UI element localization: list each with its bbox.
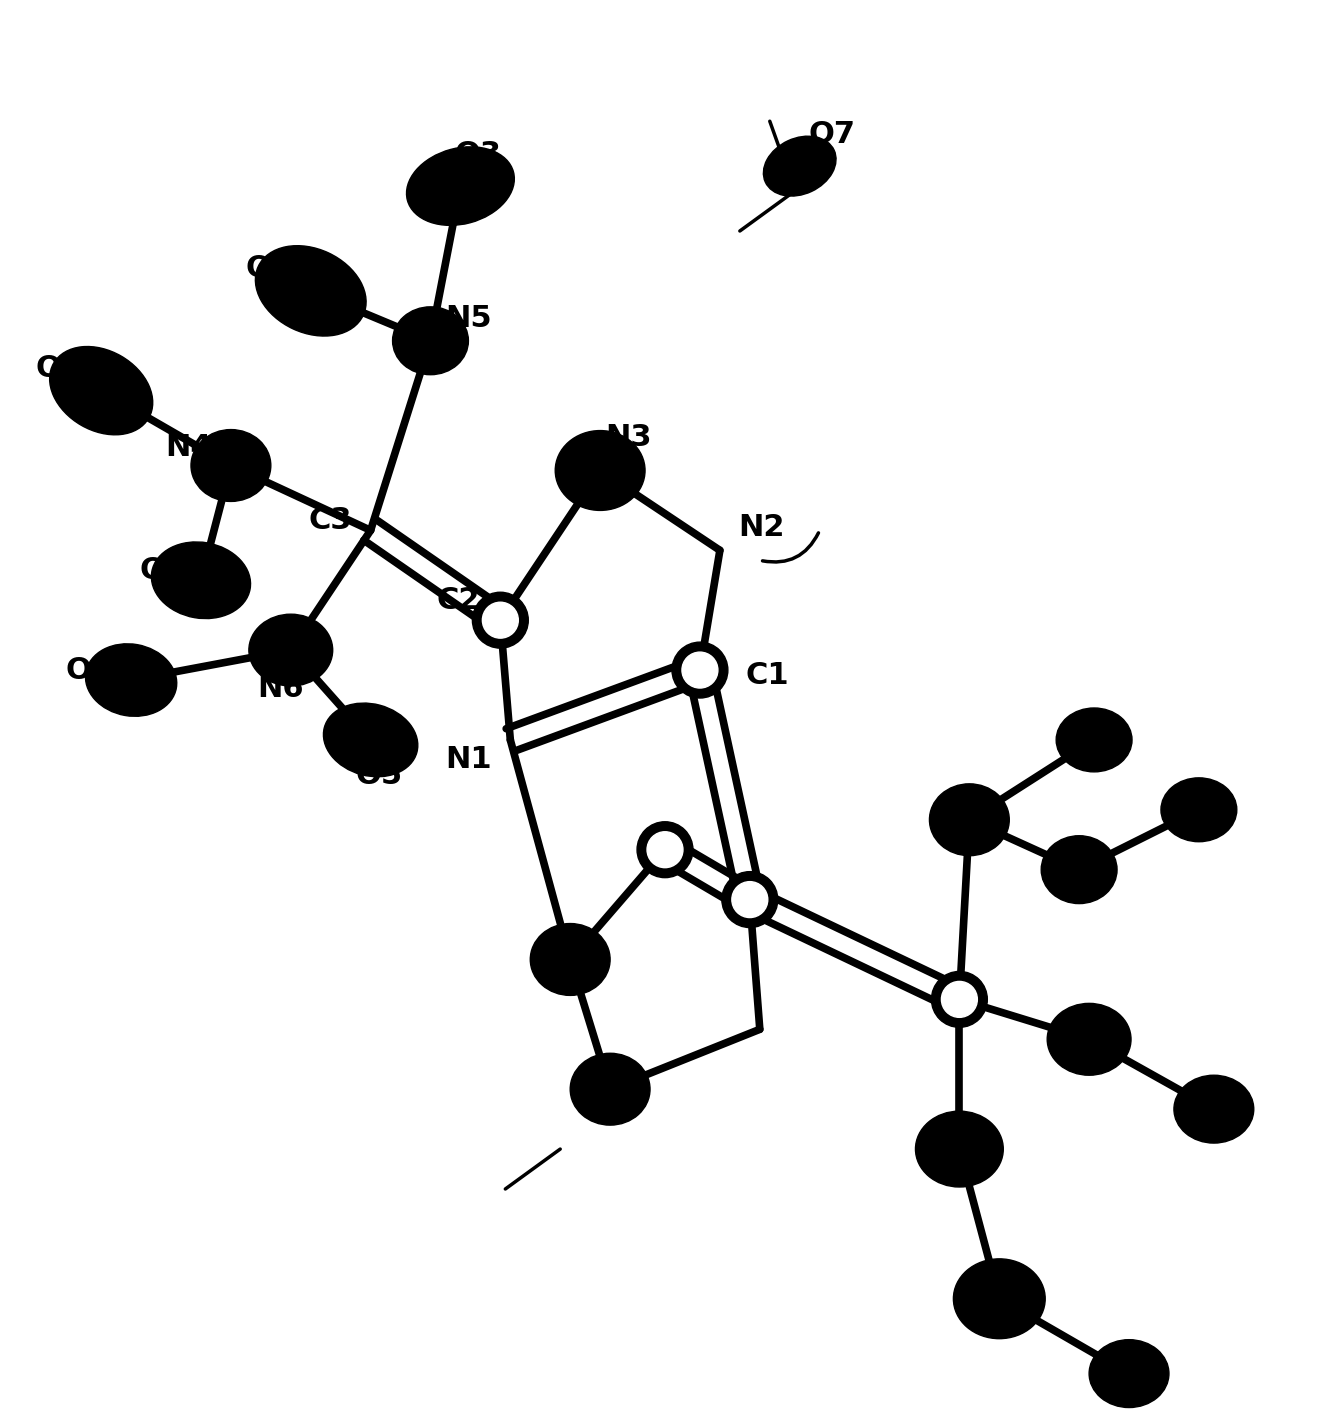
Text: N1: N1 bbox=[446, 745, 492, 775]
Text: C3: C3 bbox=[309, 507, 352, 535]
Ellipse shape bbox=[49, 347, 153, 435]
Circle shape bbox=[942, 982, 978, 1017]
Ellipse shape bbox=[85, 643, 177, 717]
Ellipse shape bbox=[249, 614, 332, 686]
Text: N6: N6 bbox=[258, 673, 305, 703]
Text: C1: C1 bbox=[746, 660, 790, 690]
Text: O6: O6 bbox=[65, 656, 113, 684]
Ellipse shape bbox=[915, 1110, 1003, 1187]
Text: O3: O3 bbox=[455, 140, 501, 169]
Circle shape bbox=[682, 652, 718, 689]
Ellipse shape bbox=[407, 147, 515, 226]
Ellipse shape bbox=[571, 1053, 650, 1125]
Ellipse shape bbox=[930, 785, 1009, 855]
Text: O4: O4 bbox=[245, 254, 293, 284]
Ellipse shape bbox=[323, 703, 418, 777]
Circle shape bbox=[722, 872, 778, 927]
Ellipse shape bbox=[954, 1259, 1045, 1339]
Circle shape bbox=[732, 882, 767, 917]
Ellipse shape bbox=[763, 135, 837, 196]
Circle shape bbox=[637, 821, 693, 878]
Ellipse shape bbox=[1089, 1339, 1169, 1408]
Text: O5: O5 bbox=[355, 762, 402, 790]
Circle shape bbox=[483, 602, 519, 638]
Ellipse shape bbox=[392, 306, 468, 375]
Ellipse shape bbox=[192, 429, 271, 501]
Circle shape bbox=[931, 971, 987, 1027]
Text: N3: N3 bbox=[605, 423, 652, 452]
Ellipse shape bbox=[1056, 708, 1132, 772]
Ellipse shape bbox=[1041, 835, 1117, 903]
Ellipse shape bbox=[152, 542, 250, 618]
Circle shape bbox=[672, 642, 728, 698]
Text: O2: O2 bbox=[36, 354, 82, 384]
Text: O7: O7 bbox=[809, 120, 855, 148]
Text: N5: N5 bbox=[446, 305, 492, 333]
Text: N4: N4 bbox=[166, 433, 213, 461]
Ellipse shape bbox=[1047, 1003, 1130, 1075]
Text: N2: N2 bbox=[738, 512, 785, 542]
Ellipse shape bbox=[1161, 777, 1237, 842]
Text: O1: O1 bbox=[140, 556, 186, 584]
Ellipse shape bbox=[255, 246, 366, 336]
Ellipse shape bbox=[555, 430, 645, 511]
Ellipse shape bbox=[531, 924, 610, 995]
Circle shape bbox=[472, 593, 528, 648]
Text: C2: C2 bbox=[436, 586, 480, 615]
Ellipse shape bbox=[1174, 1075, 1254, 1143]
Circle shape bbox=[646, 831, 684, 868]
